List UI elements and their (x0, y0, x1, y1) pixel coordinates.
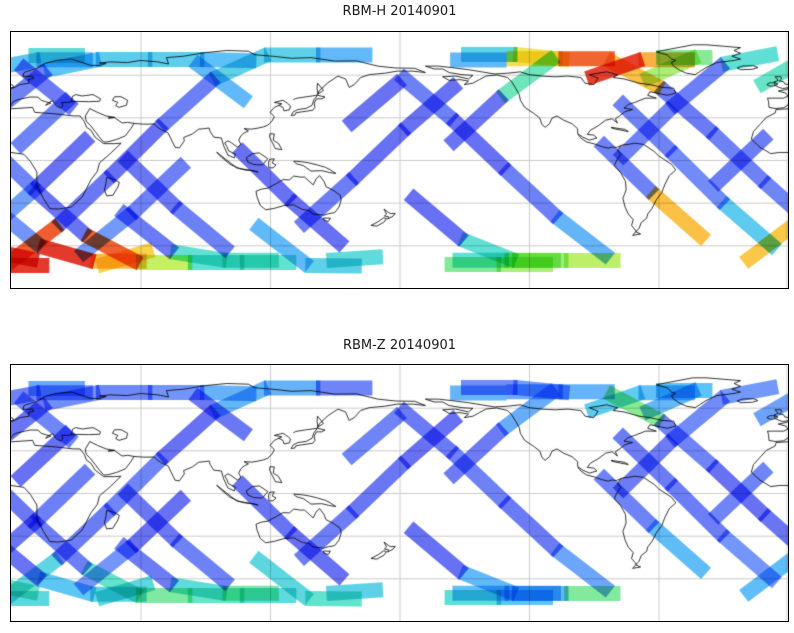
map-canvas-rbm-h (10, 31, 789, 289)
panel-title-rbm-h: RBM-H 20140901 (342, 4, 457, 19)
panel-title-rbm-z: RBM-Z 20140901 (342, 338, 457, 353)
map-canvas-rbm-z (10, 364, 789, 622)
